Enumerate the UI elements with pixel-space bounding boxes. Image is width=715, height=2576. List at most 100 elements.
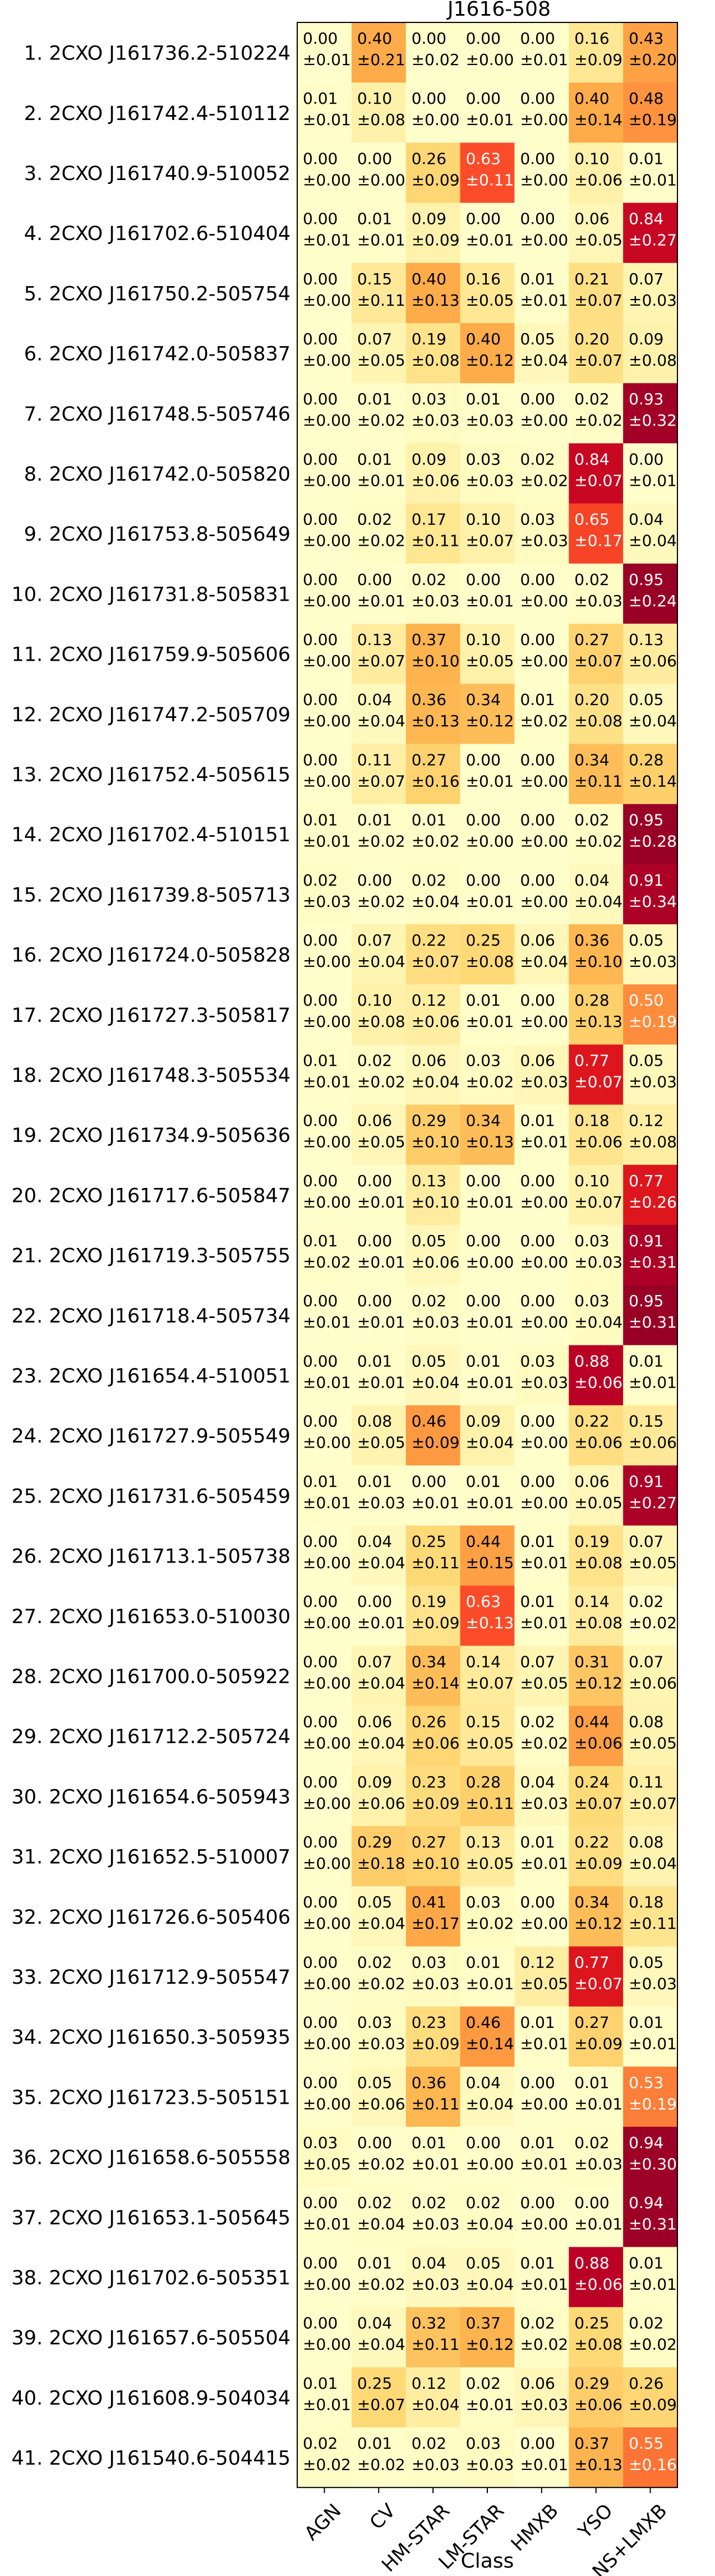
cell-error-label: ±0.00 (303, 1434, 351, 1452)
heatmap-cell (514, 262, 569, 324)
heatmap-cell (623, 924, 678, 985)
heatmap-cell (460, 1946, 515, 2007)
heatmap-cell (460, 503, 515, 564)
cell-error-label: ±0.00 (303, 1674, 351, 1692)
heatmap-cell (514, 1104, 569, 1165)
cell-value-label: 0.00 (303, 2254, 338, 2272)
cell-error-label: ±0.27 (629, 1494, 677, 1512)
heatmap-cell (569, 1586, 624, 1646)
cell-value-label: 0.18 (629, 1893, 663, 1911)
cell-error-label: ±0.03 (574, 1253, 622, 1271)
heatmap-cell (514, 1646, 569, 1707)
cell-error-label: ±0.00 (520, 170, 568, 189)
cell-error-label: ±0.06 (574, 1434, 622, 1452)
cell-value-label: 0.04 (629, 510, 663, 529)
cell-value-label: 0.00 (466, 1292, 501, 1310)
cell-value-label: 0.21 (574, 270, 609, 288)
heatmap-cell (405, 864, 461, 925)
heatmap-cell (514, 1766, 569, 1827)
cell-error-label: ±0.02 (357, 411, 405, 430)
cell-error-label: ±0.03 (574, 592, 622, 610)
cell-error-label: ±0.02 (357, 532, 405, 550)
heatmap-cell (405, 1526, 461, 1586)
heatmap-cell (351, 2367, 407, 2428)
cell-value-label: 0.02 (520, 1713, 555, 1731)
cell-error-label: ±0.01 (466, 110, 514, 129)
heatmap-cell (351, 1104, 407, 1165)
cell-error-label: ±0.03 (357, 2035, 405, 2053)
row-label: 3. 2CXO J161740.9-510052 (24, 163, 290, 185)
cell-value-label: 0.00 (303, 1292, 338, 1310)
cell-error-label: ±0.00 (303, 351, 351, 370)
cell-error-label: ±0.03 (520, 1072, 568, 1091)
heatmap-cell (623, 142, 678, 204)
cell-error-label: ±0.00 (412, 110, 460, 129)
cell-error-label: ±0.11 (412, 532, 460, 550)
heatmap-cell (569, 1465, 624, 1526)
cell-error-label: ±0.01 (466, 1974, 514, 1993)
cell-value-label: 0.05 (466, 2254, 501, 2272)
cell-error-label: ±0.04 (629, 532, 677, 550)
cell-error-label: ±0.06 (629, 652, 677, 670)
cell-error-label: ±0.00 (303, 170, 351, 189)
cell-error-label: ±0.13 (574, 2455, 622, 2474)
heatmap-cell (405, 563, 461, 624)
heatmap-cell (460, 2307, 515, 2368)
heatmap-cell (623, 1826, 678, 1887)
cell-error-label: ±0.06 (574, 1133, 622, 1151)
cell-value-label: 0.12 (412, 2374, 446, 2393)
heatmap-cell (351, 1826, 407, 1887)
cell-error-label: ±0.01 (466, 2395, 514, 2414)
cell-value-label: 0.00 (357, 871, 392, 890)
cell-value-label: 0.02 (629, 2314, 663, 2333)
heatmap-cell (460, 2127, 515, 2187)
heatmap-cell (623, 1526, 678, 1586)
cell-error-label: ±0.08 (466, 952, 514, 971)
cell-error-label: ±0.01 (520, 1854, 568, 1873)
cell-value-label: 0.01 (303, 1232, 338, 1250)
cell-error-label: ±0.03 (412, 2215, 460, 2233)
cell-error-label: ±0.01 (629, 1373, 677, 1391)
cell-error-label: ±0.05 (303, 2155, 351, 2173)
heatmap-cell (297, 2066, 352, 2127)
cell-error-label: ±0.00 (303, 1974, 351, 1993)
cell-error-label: ±0.00 (466, 50, 514, 69)
heatmap-cell (460, 2066, 515, 2127)
heatmap-cell (351, 864, 407, 925)
cell-error-label: ±0.03 (629, 952, 677, 971)
heatmap-cell (460, 1826, 515, 1887)
heatmap-cell (569, 1706, 624, 1767)
cell-error-label: ±0.02 (303, 2455, 351, 2474)
heatmap-cell (405, 1586, 461, 1646)
cell-value-label: 0.00 (520, 630, 555, 649)
cell-error-label: ±0.04 (520, 952, 568, 971)
cell-error-label: ±0.01 (303, 1313, 351, 1331)
cell-value-label: 0.11 (629, 1773, 663, 1791)
cell-error-label: ±0.01 (303, 832, 351, 851)
heatmap-cell (351, 503, 407, 564)
heatmap-cell (514, 1164, 569, 1225)
cell-value-label: 0.12 (520, 1953, 555, 1971)
cell-value-label: 0.02 (466, 2193, 501, 2212)
cell-value-label: 0.00 (629, 450, 663, 468)
heatmap-cell (405, 1345, 461, 1406)
heatmap-cell (569, 1345, 624, 1406)
heatmap-cell (623, 2127, 678, 2187)
cell-value-label: 0.05 (629, 690, 663, 709)
heatmap-cell (405, 2127, 461, 2187)
cell-error-label: ±0.16 (412, 772, 460, 790)
cell-error-label: ±0.04 (412, 1373, 460, 1391)
cell-value-label: 0.15 (357, 270, 392, 288)
cell-value-label: 0.00 (303, 1833, 338, 1851)
cell-value-label: 0.00 (466, 570, 501, 589)
heatmap-cell (351, 1766, 407, 1827)
heatmap-cell (514, 2307, 569, 2368)
cell-value-label: 0.02 (412, 871, 446, 890)
cell-value-label: 0.04 (574, 871, 609, 890)
heatmap-cell (297, 1104, 352, 1165)
cell-error-label: ±0.08 (574, 1554, 622, 1572)
heatmap-cell (623, 1225, 678, 1285)
cell-value-label: 0.00 (466, 1172, 501, 1190)
cell-error-label: ±0.04 (466, 1434, 514, 1452)
